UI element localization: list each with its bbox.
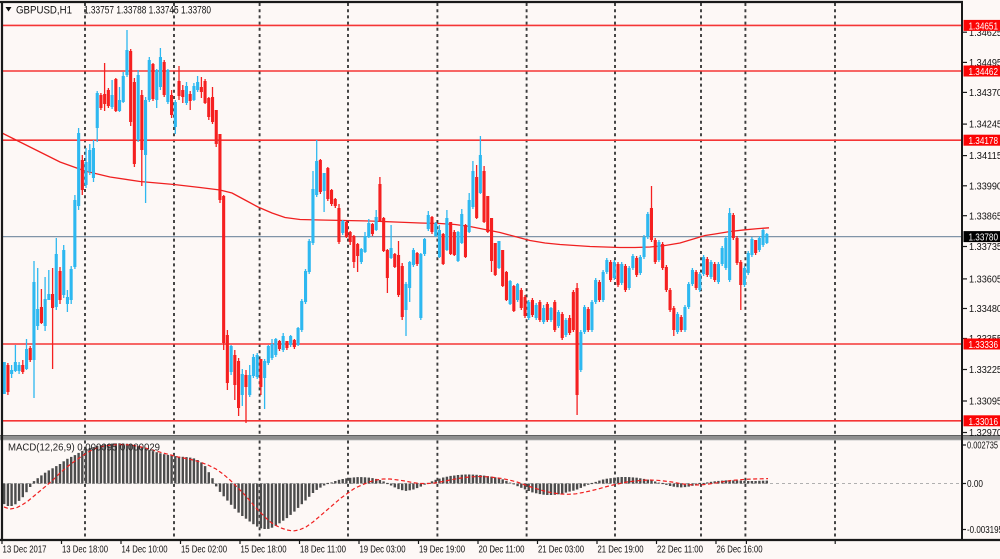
svg-text:1.34245: 1.34245: [969, 120, 1000, 131]
svg-text:1.33990: 1.33990: [969, 181, 1000, 192]
svg-text:0.002735: 0.002735: [967, 441, 998, 452]
svg-text:GBPUSD,H1: GBPUSD,H1: [16, 5, 72, 17]
svg-text:1.34115: 1.34115: [969, 151, 1000, 162]
svg-text:19 Dec 03:00: 19 Dec 03:00: [360, 545, 406, 556]
svg-text:18 Dec 11:00: 18 Dec 11:00: [300, 545, 346, 556]
svg-text:1.33735: 1.33735: [969, 242, 1000, 253]
svg-text:1.33016: 1.33016: [969, 417, 999, 428]
svg-text:-0.003195: -0.003195: [967, 525, 1000, 536]
svg-text:19 Dec 19:00: 19 Dec 19:00: [419, 545, 465, 556]
svg-text:1.34495: 1.34495: [969, 58, 1000, 69]
svg-text:1.33605: 1.33605: [969, 275, 1000, 286]
svg-text:1.32970: 1.32970: [969, 428, 1000, 439]
svg-text:MACD(12,26,9) 0.000095 0.00002: MACD(12,26,9) 0.000095 0.000029: [8, 443, 160, 454]
svg-text:1.34625: 1.34625: [969, 28, 1000, 39]
svg-text:1.33336: 1.33336: [969, 340, 999, 351]
svg-text:0.00: 0.00: [967, 479, 983, 490]
svg-text:21 Dec 19:00: 21 Dec 19:00: [598, 545, 644, 556]
svg-text:1.33095: 1.33095: [969, 397, 1000, 408]
svg-text:26 Dec 16:00: 26 Dec 16:00: [717, 545, 763, 556]
svg-text:20 Dec 11:00: 20 Dec 11:00: [479, 545, 525, 556]
svg-text:1.33757 1.33788 1.33745 1.3378: 1.33757 1.33788 1.33745 1.33780: [84, 5, 211, 17]
svg-text:22 Dec 11:00: 22 Dec 11:00: [657, 545, 703, 556]
svg-text:1.33865: 1.33865: [969, 211, 1000, 222]
svg-text:1.34462: 1.34462: [969, 67, 999, 78]
svg-text:13 Dec 18:00: 13 Dec 18:00: [62, 545, 108, 556]
svg-text:13 Dec 2017: 13 Dec 2017: [3, 545, 47, 556]
svg-text:1.33780: 1.33780: [969, 233, 999, 244]
svg-text:1.34651: 1.34651: [969, 21, 999, 32]
svg-text:1.33480: 1.33480: [969, 304, 1000, 315]
svg-text:1.34178: 1.34178: [969, 136, 999, 147]
svg-text:1.33225: 1.33225: [969, 365, 1000, 376]
svg-text:21 Dec 03:00: 21 Dec 03:00: [538, 545, 584, 556]
svg-text:14 Dec 10:00: 14 Dec 10:00: [122, 545, 168, 556]
svg-text:15 Dec 18:00: 15 Dec 18:00: [241, 545, 287, 556]
svg-text:15 Dec 02:00: 15 Dec 02:00: [181, 545, 227, 556]
svg-text:1.34370: 1.34370: [969, 88, 1000, 99]
